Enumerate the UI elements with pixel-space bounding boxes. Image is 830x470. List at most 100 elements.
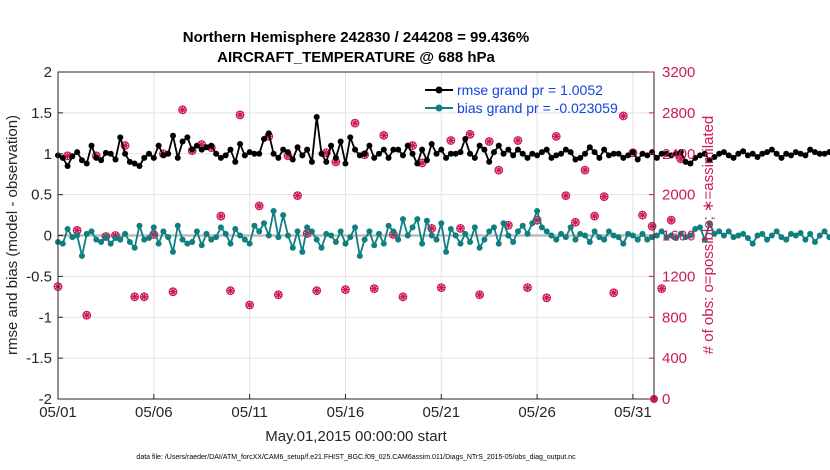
bias-point — [524, 230, 531, 237]
series-layer — [53, 105, 830, 403]
bias-point — [744, 234, 751, 241]
rmse-point — [797, 150, 804, 157]
obs-assimilated-star — [389, 230, 398, 239]
rmse-point — [251, 150, 258, 157]
obs-assimilated-star — [312, 286, 321, 295]
y-left-tick-label: 0.5 — [31, 187, 52, 204]
obs-count-marker — [216, 211, 226, 221]
bias-point — [687, 232, 694, 239]
obs-assimilated-star — [456, 224, 465, 233]
rmse-point — [193, 142, 200, 149]
obs-assimilated-star — [446, 136, 455, 145]
obs-count-marker — [475, 290, 485, 300]
rmse-point — [534, 152, 541, 159]
obs-assimilated-star — [600, 192, 609, 201]
rmse-point — [74, 149, 81, 156]
obs-count-marker — [379, 130, 389, 140]
rmse-point — [64, 163, 71, 170]
rmse-point — [265, 130, 272, 137]
bias-point — [653, 232, 660, 239]
bias-point — [409, 224, 416, 231]
bias-point — [246, 240, 253, 247]
rmse-point — [558, 150, 565, 157]
obs-count-marker — [120, 141, 130, 150]
rmse-point — [323, 158, 330, 165]
obs-assimilated-star — [523, 283, 532, 292]
rmse-point — [754, 154, 761, 161]
bias-point — [768, 232, 775, 239]
bias-point — [150, 224, 157, 231]
rmse-point — [759, 150, 766, 157]
bias-point — [375, 230, 382, 237]
rmse-point — [481, 146, 488, 153]
bias-point — [280, 212, 287, 219]
bias-point — [318, 244, 325, 251]
rmse-point — [155, 142, 162, 149]
obs-assimilated-star — [667, 216, 676, 225]
y-left-tick-label: -1.5 — [26, 350, 52, 367]
obs-assimilated-star — [245, 300, 254, 309]
bias-point — [505, 232, 512, 239]
bias-point — [807, 230, 814, 237]
obs-count-marker — [350, 118, 360, 128]
bias-point — [256, 228, 263, 235]
obs-assimilated-star — [676, 154, 685, 163]
rmse-point — [179, 138, 186, 145]
obs-assimilated-star — [619, 111, 628, 120]
rmse-point — [529, 150, 536, 157]
bias-point — [189, 239, 196, 246]
bias-point — [361, 236, 368, 243]
rmse-point — [189, 146, 196, 153]
bias-point — [155, 240, 162, 247]
y-right-tick-label: 2800 — [662, 105, 695, 122]
rmse-point — [375, 150, 382, 157]
y-left-tick-label: -1 — [39, 309, 52, 326]
obs-assimilated-star — [494, 166, 503, 175]
bias-point — [385, 222, 392, 229]
bias-point — [826, 234, 830, 241]
rmse-point — [653, 154, 660, 161]
rmse-point — [294, 144, 301, 151]
rmse-point — [443, 154, 450, 161]
rmse-point — [184, 134, 191, 141]
rmse-point — [117, 134, 124, 141]
bias-point — [821, 228, 828, 235]
obs-assimilated-star — [140, 292, 149, 301]
rmse-point — [567, 149, 574, 156]
bias-point — [783, 236, 790, 243]
rmse-point — [313, 113, 320, 120]
rmse-point — [505, 146, 512, 153]
bias-point — [433, 236, 440, 243]
bias-point — [740, 230, 747, 237]
obs-count-marker — [571, 217, 580, 227]
rmse-point — [596, 154, 603, 161]
rmse-point — [807, 146, 814, 153]
bias-point — [486, 228, 493, 235]
obs-assimilated-star — [561, 191, 570, 200]
obs-assimilated-star — [408, 141, 417, 150]
obs-count-marker — [609, 288, 619, 298]
obs-assimilated-star — [130, 292, 139, 301]
x-tick-label: 05/11 — [231, 404, 267, 421]
obs-assimilated-star — [216, 212, 225, 221]
bias-point — [208, 236, 215, 243]
rmse-point — [98, 157, 105, 164]
obs-assimilated-star — [63, 151, 72, 160]
rmse-point — [308, 158, 315, 165]
obs-assimilated-star — [322, 148, 331, 157]
bias-point — [730, 234, 737, 241]
y-right-tick-label: 0 — [662, 391, 670, 408]
bias-point — [203, 230, 210, 237]
bias-point — [423, 217, 430, 224]
legend-rmse-label: rmse grand pr = 1.0052 — [457, 82, 603, 98]
obs-assimilated-star — [437, 283, 446, 292]
rmse-point — [764, 149, 771, 156]
rmse-point — [165, 150, 172, 157]
rmse-point — [169, 132, 176, 139]
bias-point — [495, 240, 502, 247]
bias-point — [720, 232, 727, 239]
bias-point — [59, 240, 66, 247]
bias-point — [395, 236, 402, 243]
bias-point — [342, 240, 349, 247]
obs-count-marker — [168, 287, 178, 297]
